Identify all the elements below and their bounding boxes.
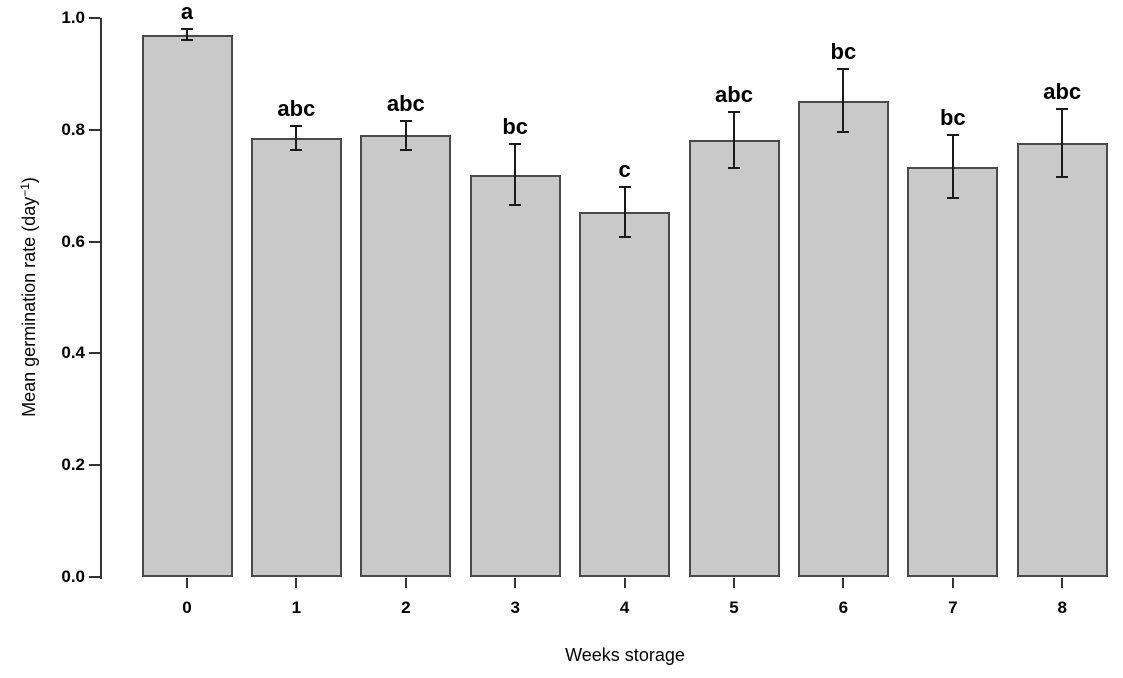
- significance-letter: abc: [386, 90, 425, 116]
- error-bar: [1061, 109, 1064, 178]
- y-axis-tick-label: 0.6: [61, 231, 85, 251]
- error-cap-bottom: [728, 166, 740, 169]
- significance-letter: bc: [502, 113, 529, 139]
- error-cap-bottom: [1056, 176, 1069, 179]
- y-axis-line: [100, 18, 102, 579]
- error-bar: [733, 111, 735, 168]
- y-axis-title-text: Mean germination rate (day: [19, 196, 39, 417]
- bar: [469, 174, 561, 577]
- error-cap-bottom: [181, 39, 193, 42]
- y-axis-tick: [89, 128, 100, 131]
- x-axis-tick: [623, 578, 626, 588]
- error-cap-bottom: [618, 236, 631, 239]
- error-cap-top: [837, 68, 850, 71]
- bar: [907, 166, 999, 577]
- x-axis-tick-label: 4: [619, 598, 630, 617]
- significance-letter: abc: [1043, 79, 1082, 105]
- error-bar: [951, 135, 954, 198]
- significance-letter: abc: [715, 81, 753, 107]
- error-cap-top: [946, 134, 959, 137]
- error-bar: [842, 69, 845, 133]
- x-axis-tick-label: 6: [838, 598, 849, 617]
- error-bar: [295, 125, 298, 151]
- bar: [797, 100, 889, 577]
- y-axis-tick: [89, 17, 100, 19]
- y-axis-title: Mean germination rate (day−1): [14, 0, 39, 597]
- x-axis-tick-label: 2: [401, 598, 411, 617]
- y-axis-title-suffix: ): [19, 177, 39, 184]
- error-bar: [514, 143, 517, 206]
- error-cap-top: [1056, 108, 1069, 111]
- x-axis-tick-label: 3: [510, 598, 520, 617]
- error-bar: [404, 120, 407, 150]
- y-axis-title-superscript: −1: [18, 183, 32, 197]
- x-axis-tick: [295, 578, 298, 588]
- bar: [579, 211, 671, 577]
- error-cap-top: [618, 185, 631, 188]
- y-axis-tick: [89, 576, 100, 578]
- error-bar: [623, 186, 626, 238]
- x-axis-tick: [186, 578, 188, 588]
- bar: [360, 135, 452, 577]
- y-axis-tick-label: 0.4: [61, 343, 85, 363]
- error-cap-top: [399, 119, 412, 122]
- y-axis-tick-label: 0.8: [61, 119, 85, 139]
- error-cap-bottom: [290, 149, 303, 152]
- error-cap-bottom: [837, 131, 850, 134]
- error-cap-bottom: [509, 204, 522, 207]
- error-cap-top: [728, 110, 740, 113]
- significance-letter: a: [180, 0, 194, 25]
- error-cap-bottom: [399, 148, 412, 151]
- x-axis-tick-label: 5: [729, 598, 739, 617]
- error-bar: [186, 29, 188, 41]
- error-cap-bottom: [946, 196, 959, 199]
- x-axis-tick: [733, 578, 735, 588]
- y-axis-tick-label: 1.0: [61, 8, 85, 27]
- error-cap-top: [509, 142, 522, 145]
- x-axis-tick: [842, 578, 845, 588]
- x-axis-title: Weeks storage: [565, 645, 685, 665]
- error-cap-top: [181, 28, 193, 31]
- x-axis-tick-label: 0: [182, 598, 192, 617]
- y-axis-tick: [89, 464, 100, 467]
- y-axis-tick-label: 0.0: [61, 567, 85, 586]
- error-cap-top: [290, 124, 303, 127]
- significance-letter: bc: [939, 105, 966, 131]
- x-axis-tick-label: 1: [291, 598, 302, 617]
- x-axis-tick: [514, 578, 517, 588]
- x-axis-tick: [1061, 578, 1064, 588]
- bar: [250, 138, 342, 577]
- x-axis-tick: [951, 578, 954, 588]
- y-axis-tick-label: 0.2: [61, 455, 85, 475]
- significance-letter: c: [618, 156, 631, 182]
- x-axis-tick-label: 8: [1057, 598, 1067, 617]
- bar: [1016, 143, 1108, 577]
- bar: [141, 34, 233, 577]
- bar: [688, 139, 780, 577]
- significance-letter: bc: [830, 39, 857, 65]
- x-axis-tick-label: 7: [948, 598, 958, 617]
- significance-letter: abc: [277, 95, 316, 121]
- y-axis-tick: [89, 352, 100, 355]
- x-axis-tick: [404, 578, 407, 588]
- y-axis-tick: [89, 240, 100, 243]
